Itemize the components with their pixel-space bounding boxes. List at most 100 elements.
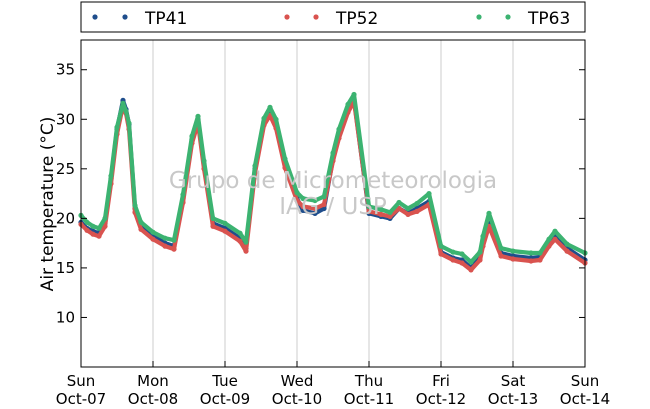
series-layer [78,91,588,273]
legend-item-tp41: TP41 [92,9,187,29]
data-point-tp63 [387,209,393,215]
data-point-tp63 [537,250,543,256]
data-point-tp63 [126,120,132,126]
data-point-tp52 [468,267,474,273]
data-point-tp63 [201,158,207,164]
data-point-tp63 [273,116,279,122]
data-point-tp52 [438,251,444,257]
data-point-tp52 [294,197,300,204]
watermark-line-2: IAG / USP [279,194,387,220]
data-point-tp52 [552,236,558,242]
data-point-tp63 [108,173,114,179]
plot-frame [80,39,586,368]
data-point-tp52 [222,228,228,234]
legend-marker-tp63 [505,14,511,20]
data-point-tp63 [96,225,102,231]
x-tick-label-day: Sun [571,372,600,390]
y-axis-title: Air temperature (°C) [38,117,58,292]
x-tick-label-day: Sat [501,372,526,390]
watermark: Grupo de Micrometeorologia IAG / USP [169,168,497,220]
data-point-tp52 [510,256,516,262]
data-point-tp63 [237,230,243,236]
y-tick-label: 25 [56,160,75,178]
data-point-tp63 [132,202,138,209]
data-point-tp63 [459,251,465,257]
y-tick-label: 10 [56,308,75,326]
data-point-tp52 [405,211,411,217]
data-point-tp52 [477,257,483,263]
legend-label-tp41: TP41 [144,9,187,29]
data-point-tp52 [378,211,384,217]
data-point-tp63 [312,197,318,204]
data-point-tp63 [267,104,273,110]
data-point-tp63 [564,241,570,247]
data-point-tp63 [477,249,483,255]
data-point-tp52 [414,208,420,214]
data-point-tp63 [450,249,456,255]
data-point-tp63 [300,195,306,202]
x-tick-label-day: Wed [281,372,314,390]
data-point-tp63 [90,223,96,229]
y-axis: 10 15 20 25 30 35 [56,61,585,326]
legend-marker-tp52 [284,14,290,20]
x-tick-label-date: Oct-07 [56,390,106,408]
x-axis: SunOct-07MonOct-08TueOct-09WedOct-10ThuO… [56,361,610,408]
y-tick-label: 30 [56,110,75,128]
legend-label-tp52: TP52 [335,9,378,29]
legend-marker-tp52 [313,14,319,20]
data-point-tp52 [321,201,327,208]
data-point-tp63 [510,248,516,254]
data-point-tp41 [300,207,306,213]
data-point-tp63 [321,194,327,200]
data-point-tp63 [294,190,300,196]
data-point-tp63 [252,163,258,169]
data-point-tp63 [162,235,168,241]
x-tick-label-day: Sun [67,372,96,390]
data-point-tp63 [138,219,144,225]
data-point-tp63 [546,236,552,242]
data-point-tp63 [261,115,267,121]
data-point-tp52 [396,205,402,212]
data-point-tp52 [150,236,156,242]
data-point-tp52 [171,246,177,252]
data-point-tp52 [90,231,96,237]
data-point-tp63 [282,156,288,162]
data-point-tp63 [480,233,486,239]
data-point-tp63 [150,229,156,235]
legend-marker-tp41 [92,14,98,20]
legend-item-tp52: TP52 [284,9,378,29]
x-tick-label-date: Oct-09 [200,390,250,408]
data-point-tp52 [102,223,108,229]
data-point-tp63 [123,108,129,114]
x-tick-label-date: Oct-12 [416,390,466,408]
series-line-tp63 [78,92,588,265]
data-point-tp63 [405,205,411,212]
data-point-tp63 [210,215,216,221]
data-point-tp52 [387,213,393,219]
data-point-tp63 [180,192,186,198]
data-point-tp63 [195,113,201,119]
grid-lines [152,40,514,367]
data-point-tp63 [426,191,432,197]
data-point-tp52 [243,248,249,254]
data-point-tp52 [366,208,372,214]
x-tick-label-day: Thu [354,372,383,390]
data-point-tp52 [564,248,570,254]
data-point-tp63 [498,245,504,251]
data-point-tp52 [498,253,504,259]
data-point-tp63 [84,219,90,225]
data-point-tp63 [336,126,342,132]
data-point-tp63 [102,215,108,221]
legend-marker-tp41 [122,14,128,20]
legend: TP41 TP52 TP63 [80,1,586,33]
y-tick-label: 35 [56,61,75,79]
data-point-tp63 [552,228,558,234]
data-point-tp41 [312,210,318,216]
series-tp63 [78,91,588,265]
legend-label-tp63: TP63 [527,9,570,29]
x-tick-label-day: Mon [137,372,169,390]
data-point-tp63 [528,250,534,256]
legend-item-tp63: TP63 [476,9,570,29]
data-point-tp63 [366,203,372,210]
